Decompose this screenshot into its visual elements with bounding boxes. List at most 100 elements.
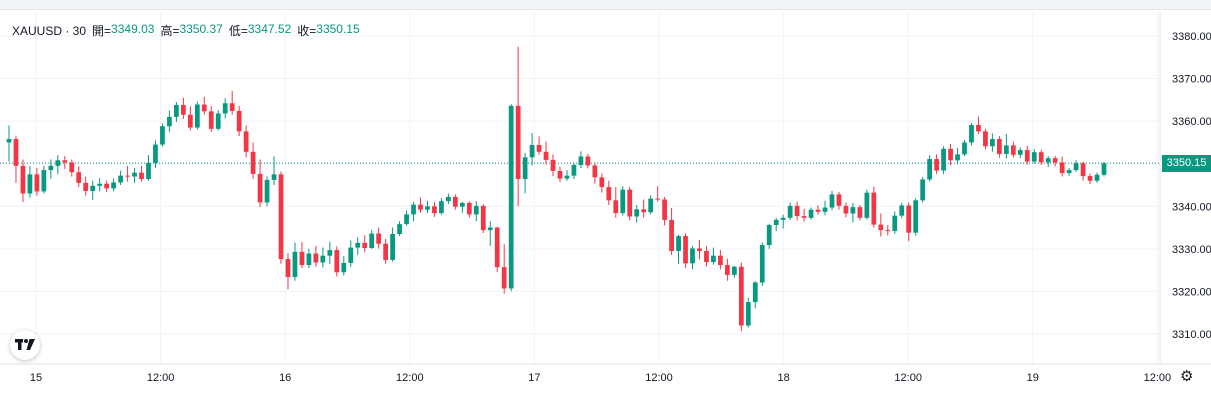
candle-body — [990, 139, 995, 147]
tradingview-logo-icon[interactable] — [10, 330, 40, 360]
candle — [1010, 141, 1016, 158]
legend-high: 高= 3350.37 — [160, 22, 222, 39]
candle-body — [146, 162, 151, 180]
candle-body — [83, 182, 89, 191]
candle — [285, 253, 291, 290]
low-label: 低= — [228, 24, 248, 38]
candle-body — [906, 205, 912, 233]
candle-body — [236, 110, 242, 132]
candle-body — [13, 139, 19, 166]
candle — [306, 248, 312, 269]
candle-body — [104, 183, 110, 189]
candle — [662, 196, 667, 226]
candle-body — [257, 173, 263, 203]
candle — [1094, 172, 1100, 183]
candle — [983, 128, 988, 150]
candle — [801, 208, 807, 222]
candle-body — [899, 205, 905, 216]
candle — [432, 202, 437, 217]
candle — [829, 190, 835, 211]
x-tick-label: 12:00 — [1144, 372, 1172, 384]
candle — [55, 155, 61, 175]
candle — [759, 242, 765, 286]
candle — [766, 223, 772, 249]
candle — [466, 201, 472, 218]
candle-body — [160, 126, 165, 145]
open-label: 開= — [92, 24, 112, 38]
candle — [550, 154, 556, 177]
candle-body — [1003, 145, 1009, 154]
grid-layer — [0, 12, 1160, 364]
candle — [1017, 147, 1023, 159]
candle-body — [473, 205, 479, 215]
chart-area[interactable]: 3310.003320.003330.003340.003350.003360.… — [0, 10, 1211, 384]
candle-body — [153, 144, 158, 163]
candle — [913, 198, 919, 236]
candle-body — [69, 162, 75, 173]
candle — [446, 193, 451, 205]
candle — [613, 187, 619, 218]
candle-body — [752, 282, 758, 303]
high-value: 3350.37 — [179, 22, 223, 36]
x-tick-label: 19 — [1027, 372, 1039, 384]
candle-body — [920, 179, 926, 201]
candle-body — [1087, 176, 1093, 181]
candle-body — [34, 174, 40, 192]
candle — [27, 165, 33, 198]
candle — [536, 136, 542, 155]
candle — [425, 200, 430, 214]
candle-body — [997, 139, 1002, 154]
candle-body — [41, 170, 47, 192]
candle-body — [808, 209, 814, 218]
y-tick-label: 3310.00 — [1172, 329, 1211, 341]
candle-body — [822, 207, 828, 212]
candle-body — [843, 205, 849, 214]
candle-body — [766, 225, 772, 246]
candle — [731, 265, 737, 278]
candle — [459, 202, 465, 213]
candle-body — [250, 151, 256, 174]
candle — [962, 139, 967, 157]
candle — [794, 201, 800, 221]
x-tick-label: 12:00 — [396, 372, 424, 384]
candle-body — [606, 187, 612, 201]
candle — [669, 207, 674, 255]
candle — [857, 205, 863, 221]
gear-icon[interactable]: ⚙ — [1180, 368, 1194, 385]
candle — [773, 217, 779, 231]
x-tick-label: 12:00 — [894, 372, 922, 384]
candle — [508, 104, 514, 292]
candle-body — [522, 157, 528, 180]
candle — [167, 110, 172, 132]
candle — [362, 235, 368, 253]
candle — [815, 205, 821, 215]
candle — [1101, 162, 1107, 177]
candle-body — [362, 242, 368, 249]
candle — [229, 90, 235, 115]
candle-body — [292, 251, 298, 277]
candlestick-chart[interactable]: 3310.003320.003330.003340.003350.003360.… — [0, 0, 1211, 391]
candle-body — [878, 224, 884, 231]
candle — [592, 162, 598, 184]
candle-body — [174, 104, 179, 117]
x-tick-label: 17 — [528, 372, 540, 384]
symbol-label[interactable]: XAUUSD · 30 — [12, 23, 87, 38]
candle — [153, 140, 158, 168]
legend-close: 收= 3350.15 — [297, 22, 359, 39]
candle-body — [334, 250, 340, 273]
candle-layer — [6, 46, 1107, 332]
candle — [208, 106, 214, 132]
candle-body — [264, 179, 270, 203]
candle-body — [864, 192, 870, 218]
candle — [76, 166, 82, 188]
candle-body — [194, 104, 200, 128]
candle — [634, 205, 640, 223]
candle — [822, 200, 828, 216]
candle-body — [466, 202, 472, 215]
candle — [529, 133, 535, 166]
candle — [243, 125, 249, 158]
candle-body — [285, 259, 291, 277]
candle — [390, 227, 395, 262]
candle-body — [801, 216, 807, 218]
candle-body — [934, 159, 939, 171]
